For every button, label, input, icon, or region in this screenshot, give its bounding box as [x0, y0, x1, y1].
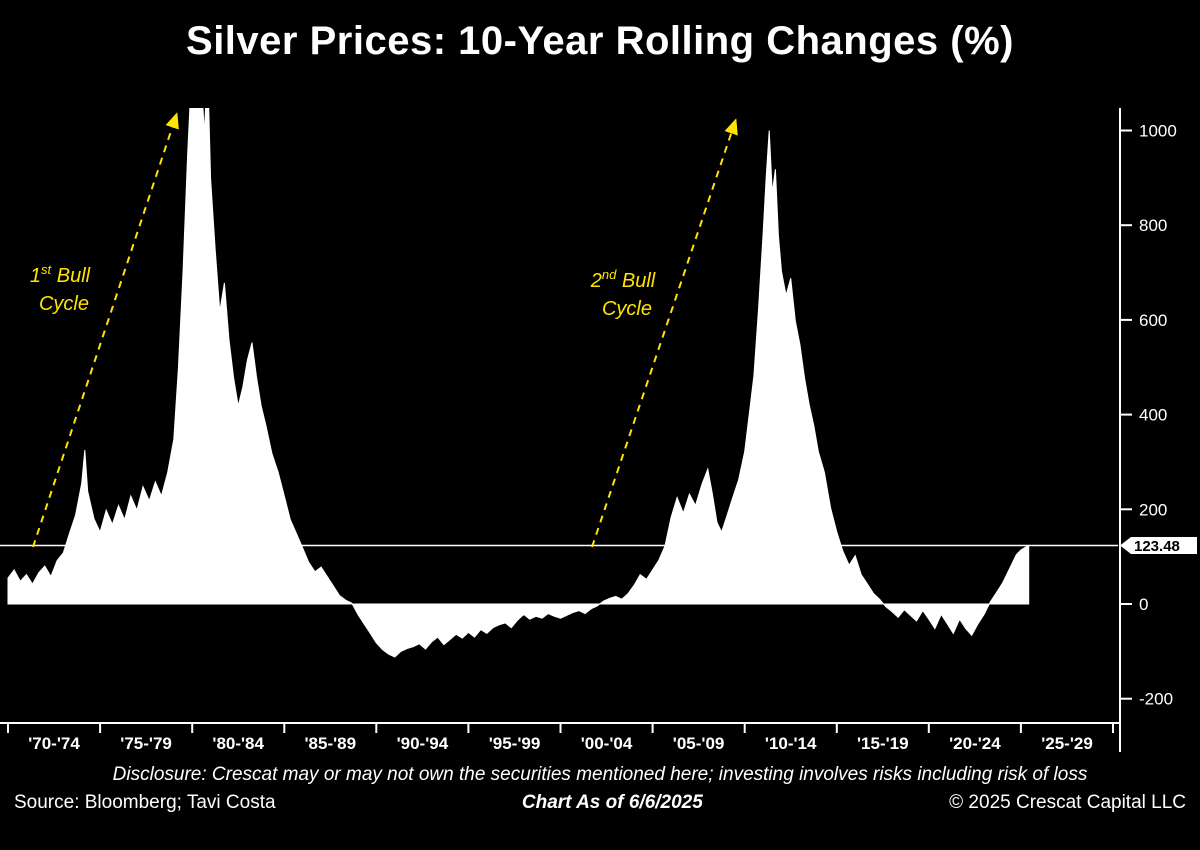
- svg-text:Cycle: Cycle: [39, 293, 89, 315]
- x-tick-label: '05-'09: [673, 734, 725, 753]
- series-area: [7, 108, 1030, 658]
- footer-bar: Source: Bloomberg; Tavi Costa Chart As o…: [0, 786, 1200, 814]
- current-value-label: 123.48: [1134, 538, 1180, 555]
- x-tick-label: '15-'19: [857, 734, 909, 753]
- x-tick-label: '00-'04: [581, 734, 633, 753]
- copyright-text: © 2025 Crescat Capital LLC: [949, 792, 1186, 813]
- svg-text:1st Bull: 1st Bull: [30, 262, 91, 287]
- x-tick-label: '90-'94: [397, 734, 449, 753]
- bull-cycle-1-arrow: [32, 112, 179, 548]
- svg-text:2nd Bull: 2nd Bull: [590, 267, 656, 292]
- y-axis: 1000 800 600 400 200 0 -200: [1119, 108, 1177, 752]
- x-tick-label: '75-'79: [120, 734, 172, 753]
- rolling-changes-chart: 1000 800 600 400 200 0 -200 '70-'74 '75-'79 '80-'…: [0, 108, 1197, 753]
- y-tick-label: 800: [1139, 216, 1167, 235]
- bull-cycle-2-label: 2nd Bull Cycle: [590, 267, 656, 320]
- y-tick-label: 200: [1139, 500, 1167, 519]
- bull-cycle-1-label: 1st Bull Cycle: [30, 262, 91, 315]
- current-value-tag: 123.48: [1120, 537, 1197, 555]
- x-tick-label: '20-'24: [949, 734, 1001, 753]
- bull-cycle-2-arrow: [591, 118, 738, 548]
- as-of-text: Chart As of 6/6/2025: [521, 792, 703, 813]
- x-tick-label: '70-'74: [28, 734, 80, 753]
- disclosure-text: Disclosure: Crescat may or may not own t…: [112, 764, 1088, 785]
- y-tick-label: 1000: [1139, 122, 1177, 141]
- y-tick-label: 0: [1139, 595, 1148, 614]
- y-tick-label: 600: [1139, 311, 1167, 330]
- x-tick-label: '10-'14: [765, 734, 817, 753]
- x-tick-label: '25-'29: [1041, 734, 1093, 753]
- x-tick-label: '85-'89: [305, 734, 357, 753]
- page-title: Silver Prices: 10-Year Rolling Changes (…: [186, 19, 1014, 63]
- x-tick-label: '80-'84: [212, 734, 264, 753]
- x-axis: '70-'74 '75-'79 '80-'84 '85-'89 '90-'94 '95-'…: [0, 722, 1120, 753]
- svg-text:Cycle: Cycle: [602, 298, 652, 320]
- y-tick-label: -200: [1139, 690, 1173, 709]
- source-text: Source: Bloomberg; Tavi Costa: [14, 792, 276, 813]
- x-tick-label: '95-'99: [489, 734, 541, 753]
- y-tick-label: 400: [1139, 406, 1167, 425]
